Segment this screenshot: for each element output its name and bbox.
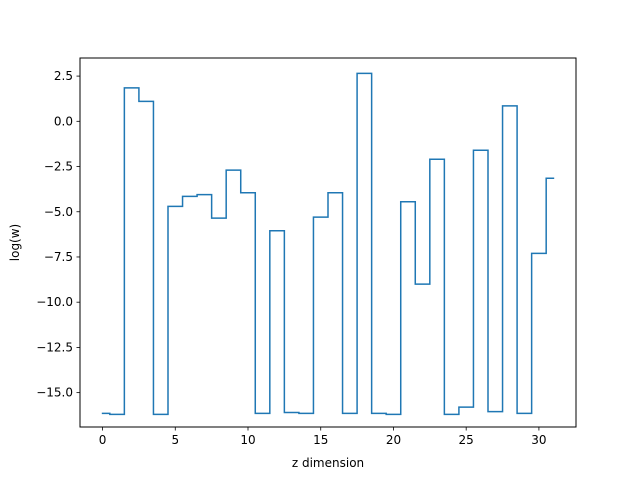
y-tick-label: −7.5 — [44, 250, 73, 264]
y-tick-label: 2.5 — [54, 69, 73, 83]
x-tick-label: 30 — [531, 433, 546, 447]
y-axis: 2.5 0.0 −2.5 −5.0 −7.5 −10.0 −12.5 −15.0 — [36, 69, 80, 400]
y-tick-label: −2.5 — [44, 160, 73, 174]
y-tick-label: −12.5 — [36, 340, 73, 354]
y-tick-label: −10.0 — [36, 295, 73, 309]
y-axis-label: log(w) — [8, 224, 22, 261]
x-tick-label: 0 — [99, 433, 107, 447]
y-tick-label: −15.0 — [36, 386, 73, 400]
x-tick-label: 25 — [459, 433, 474, 447]
plot-area — [80, 58, 576, 427]
y-tick-label: 0.0 — [54, 114, 73, 128]
plot-frame — [79, 57, 577, 428]
x-tick-label: 15 — [313, 433, 328, 447]
series-layer — [101, 72, 555, 416]
y-tick-label: −5.0 — [44, 205, 73, 219]
series-line — [101, 72, 555, 416]
x-tick-label: 5 — [171, 433, 179, 447]
x-axis-label: z dimension — [292, 456, 364, 470]
x-axis: 0 5 10 15 20 25 30 — [99, 427, 547, 447]
x-tick-label: 10 — [240, 433, 255, 447]
x-tick-label: 20 — [386, 433, 401, 447]
